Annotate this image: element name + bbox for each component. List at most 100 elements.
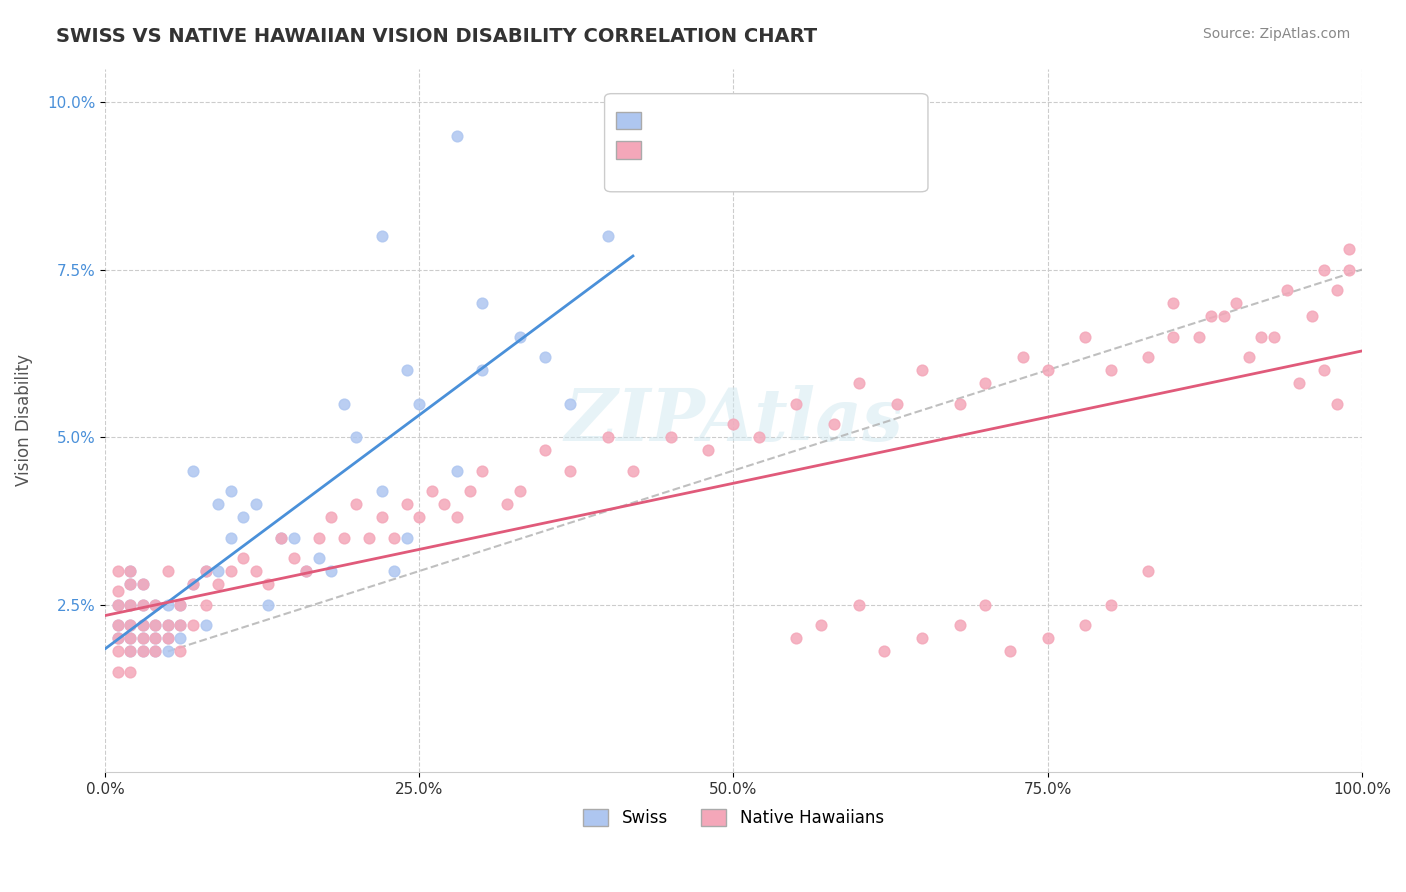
Point bbox=[998, 644, 1021, 658]
Point bbox=[219, 483, 242, 498]
Point bbox=[408, 510, 430, 524]
Point bbox=[1137, 350, 1160, 364]
Point bbox=[949, 396, 972, 410]
Point bbox=[283, 531, 305, 545]
Point bbox=[471, 363, 494, 377]
Point bbox=[194, 564, 217, 578]
Point bbox=[257, 577, 280, 591]
Point bbox=[321, 510, 343, 524]
Text: R = 0.332   N = 111: R = 0.332 N = 111 bbox=[628, 141, 797, 159]
Point bbox=[181, 617, 204, 632]
Point bbox=[169, 598, 191, 612]
Text: SWISS VS NATIVE HAWAIIAN VISION DISABILITY CORRELATION CHART: SWISS VS NATIVE HAWAIIAN VISION DISABILI… bbox=[56, 27, 817, 45]
Point bbox=[1225, 296, 1247, 310]
Point bbox=[1036, 631, 1059, 645]
Point bbox=[207, 577, 229, 591]
Point bbox=[120, 631, 142, 645]
Point bbox=[357, 531, 380, 545]
Point bbox=[143, 631, 166, 645]
Point bbox=[131, 598, 153, 612]
Point bbox=[471, 464, 494, 478]
Point bbox=[143, 617, 166, 632]
Point bbox=[382, 564, 405, 578]
Point bbox=[194, 564, 217, 578]
Point bbox=[1187, 329, 1209, 343]
Point bbox=[270, 531, 292, 545]
Point bbox=[748, 430, 770, 444]
Point bbox=[1313, 363, 1336, 377]
Point bbox=[131, 617, 153, 632]
Point bbox=[1288, 376, 1310, 391]
Point bbox=[107, 665, 129, 679]
Point bbox=[321, 564, 343, 578]
Point bbox=[496, 497, 519, 511]
Point bbox=[408, 396, 430, 410]
Point bbox=[810, 617, 832, 632]
Point bbox=[973, 598, 995, 612]
Point bbox=[395, 363, 418, 377]
Point bbox=[295, 564, 318, 578]
Point bbox=[333, 531, 356, 545]
Point bbox=[107, 564, 129, 578]
Point bbox=[169, 617, 191, 632]
Point bbox=[395, 497, 418, 511]
Point bbox=[156, 598, 179, 612]
Point bbox=[621, 464, 644, 478]
Point bbox=[120, 564, 142, 578]
Point bbox=[181, 577, 204, 591]
Point bbox=[308, 531, 330, 545]
Point bbox=[245, 497, 267, 511]
Point bbox=[848, 598, 870, 612]
Point bbox=[446, 510, 468, 524]
Point bbox=[143, 644, 166, 658]
Point bbox=[120, 631, 142, 645]
Point bbox=[181, 577, 204, 591]
Point bbox=[697, 443, 720, 458]
Point bbox=[283, 550, 305, 565]
Point bbox=[107, 644, 129, 658]
Point bbox=[370, 229, 392, 244]
Point bbox=[131, 644, 153, 658]
Point bbox=[1011, 350, 1033, 364]
Point bbox=[1036, 363, 1059, 377]
Point bbox=[433, 497, 456, 511]
Point bbox=[181, 464, 204, 478]
Point bbox=[1137, 564, 1160, 578]
Point bbox=[131, 577, 153, 591]
Point bbox=[169, 598, 191, 612]
Point bbox=[509, 329, 531, 343]
Point bbox=[1275, 283, 1298, 297]
Point bbox=[219, 564, 242, 578]
Point bbox=[156, 617, 179, 632]
Text: R = 0.272   N = 57: R = 0.272 N = 57 bbox=[628, 112, 786, 129]
Point bbox=[295, 564, 318, 578]
Point bbox=[1099, 363, 1122, 377]
Point bbox=[723, 417, 745, 431]
Text: Source: ZipAtlas.com: Source: ZipAtlas.com bbox=[1202, 27, 1350, 41]
Point bbox=[207, 497, 229, 511]
Point bbox=[1326, 283, 1348, 297]
Text: R = 0.272   N = 57: R = 0.272 N = 57 bbox=[628, 112, 786, 129]
Point bbox=[596, 229, 619, 244]
Point bbox=[886, 396, 908, 410]
Point bbox=[370, 483, 392, 498]
Point bbox=[120, 644, 142, 658]
Point bbox=[1237, 350, 1260, 364]
Point bbox=[120, 598, 142, 612]
Point bbox=[131, 631, 153, 645]
Point bbox=[131, 577, 153, 591]
Text: R = 0.332   N = 111: R = 0.332 N = 111 bbox=[628, 141, 797, 159]
Point bbox=[382, 531, 405, 545]
Point bbox=[446, 464, 468, 478]
Point bbox=[1199, 310, 1222, 324]
Point bbox=[370, 510, 392, 524]
Point bbox=[143, 598, 166, 612]
Point bbox=[194, 617, 217, 632]
Legend: Swiss, Native Hawaiians: Swiss, Native Hawaiians bbox=[576, 803, 890, 834]
Point bbox=[107, 617, 129, 632]
Point bbox=[446, 128, 468, 143]
Point bbox=[107, 598, 129, 612]
Point bbox=[270, 531, 292, 545]
Point bbox=[232, 550, 254, 565]
Point bbox=[156, 564, 179, 578]
